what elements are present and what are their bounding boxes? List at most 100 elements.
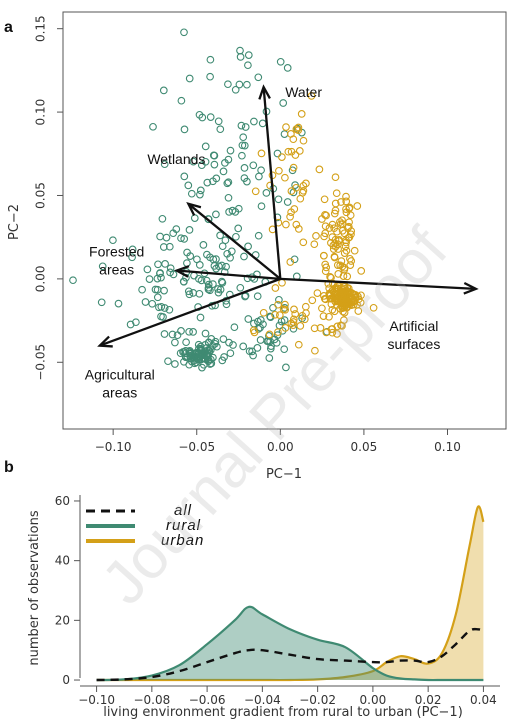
- scatter-point-rural: [238, 141, 247, 150]
- scatter-point-urban: [340, 302, 349, 310]
- panel-a-x-tick-label: 0.05: [351, 440, 378, 454]
- scatter-point-rural: [266, 312, 274, 321]
- panel-b-y-tick-label: 40: [55, 554, 70, 568]
- scatter-point-rural: [204, 280, 213, 289]
- scatter-point-rural: [248, 347, 256, 356]
- scatter-point-urban: [290, 305, 298, 314]
- scatter-point-rural: [186, 352, 195, 361]
- scatter-point-rural: [254, 73, 263, 82]
- scatter-point-rural: [275, 295, 283, 304]
- scatter-point-rural: [190, 214, 199, 222]
- scatter-point-urban: [289, 318, 298, 326]
- scatter-point-urban: [281, 305, 290, 314]
- scatter-point-urban: [369, 303, 378, 312]
- scatter-point-rural: [162, 233, 171, 242]
- scatter-point-rural: [185, 290, 194, 299]
- scatter-point-urban: [340, 229, 349, 238]
- scatter-point-urban: [290, 205, 299, 213]
- scatter-point-urban: [274, 300, 282, 309]
- panel-b-x-tick-label: −0.08: [133, 693, 170, 707]
- scatter-point-urban: [344, 222, 353, 231]
- scatter-point-urban: [348, 289, 357, 298]
- panel-b-x-axis: −0.10 −0.08 −0.06 −0.04 −0.02 0.00 0.02 0.04: [78, 686, 497, 707]
- scatter-point-rural: [210, 262, 219, 270]
- scatter-point-rural: [180, 235, 189, 243]
- panel-b-x-tick-label: −0.02: [299, 693, 336, 707]
- scatter-point-rural: [244, 315, 253, 323]
- scatter-point-rural: [217, 261, 226, 270]
- scatter-point-urban: [308, 296, 317, 305]
- scatter-point-rural: [171, 338, 179, 347]
- scatter-point-rural: [148, 299, 157, 308]
- scatter-point-urban: [300, 315, 309, 324]
- scatter-point-urban: [328, 233, 337, 241]
- scatter-point-rural: [270, 335, 279, 344]
- scatter-point-rural: [202, 276, 211, 285]
- scatter-point-rural: [206, 113, 215, 121]
- scatter-point-rural: [219, 167, 228, 176]
- scatter-point-urban: [287, 147, 296, 156]
- scatter-point-rural: [145, 275, 154, 283]
- loading-label: Water: [285, 84, 322, 100]
- scatter-point-rural: [254, 231, 263, 240]
- scatter-point-rural: [69, 276, 77, 285]
- scatter-point-rural: [257, 166, 265, 175]
- scatter-point-rural: [216, 125, 225, 134]
- scatter-point-urban: [278, 153, 286, 161]
- scatter-point-urban: [330, 224, 339, 233]
- scatter-point-urban: [321, 222, 330, 231]
- scatter-point-rural: [160, 304, 169, 312]
- panel-a-x-tick-label: −0.05: [178, 440, 215, 454]
- scatter-point-rural: [201, 142, 210, 151]
- scatter-point-rural: [189, 157, 198, 166]
- scatter-point-rural: [224, 178, 233, 187]
- scatter-point-rural: [195, 110, 204, 119]
- panel-b-x-tick-label: 0.04: [470, 693, 497, 707]
- scatter-point-rural: [265, 354, 274, 362]
- scatter-point-rural: [236, 283, 245, 292]
- scatter-point-rural: [160, 330, 169, 338]
- scatter-point-urban: [278, 278, 286, 287]
- scatter-point-rural: [224, 80, 232, 89]
- scatter-point-rural: [222, 300, 231, 309]
- scatter-point-urban: [292, 125, 301, 133]
- scatter-point-rural: [186, 252, 195, 260]
- panel-a-x-tick-label: −0.10: [95, 440, 132, 454]
- scatter-point-rural: [262, 189, 271, 197]
- panel-b-x-tick-label: 0.00: [360, 693, 387, 707]
- scatter-point-urban: [287, 130, 295, 138]
- scatter-point-urban: [274, 328, 282, 336]
- scatter-point-rural: [180, 357, 188, 366]
- loading-label: Artificial surfaces: [387, 318, 440, 352]
- scatter-point-rural: [180, 28, 188, 37]
- scatter-point-urban: [347, 257, 356, 265]
- scatter-point-rural: [229, 341, 237, 349]
- panel-b-label: b: [4, 459, 14, 476]
- panel-a-y-tick-label: −0.05: [34, 344, 48, 381]
- loading-arrow-shaft: [187, 202, 282, 280]
- scatter-point-urban: [343, 272, 352, 281]
- scatter-point-rural: [239, 133, 248, 142]
- scatter-point-rural: [114, 299, 123, 308]
- scatter-point-urban: [329, 241, 338, 250]
- scatter-point-rural: [156, 269, 164, 278]
- scatter-point-rural: [283, 198, 292, 206]
- loading-arrow-head: [173, 265, 190, 278]
- scatter-point-urban: [329, 245, 338, 253]
- scatter-point-rural: [244, 242, 252, 251]
- scatter-point-urban: [337, 198, 345, 206]
- panel-b-y-tick-label: 20: [55, 613, 70, 627]
- scatter-point-urban: [287, 319, 296, 328]
- scatter-point-rural: [239, 342, 248, 351]
- density-area-urban: [96, 506, 484, 681]
- density-line-urban: [96, 505, 485, 682]
- scatter-point-urban: [289, 163, 298, 172]
- loading-arrow-head: [258, 84, 271, 100]
- scatter-point-urban: [342, 205, 350, 213]
- scatter-point-rural: [236, 53, 245, 61]
- scatter-point-urban: [284, 147, 293, 156]
- scatter-point-rural: [223, 179, 232, 188]
- panel-b-x-axis-title: living environment gradient from rural t…: [103, 705, 463, 720]
- scatter-point-rural: [217, 277, 226, 286]
- panel-a-y-tick-label: 0.05: [34, 182, 48, 209]
